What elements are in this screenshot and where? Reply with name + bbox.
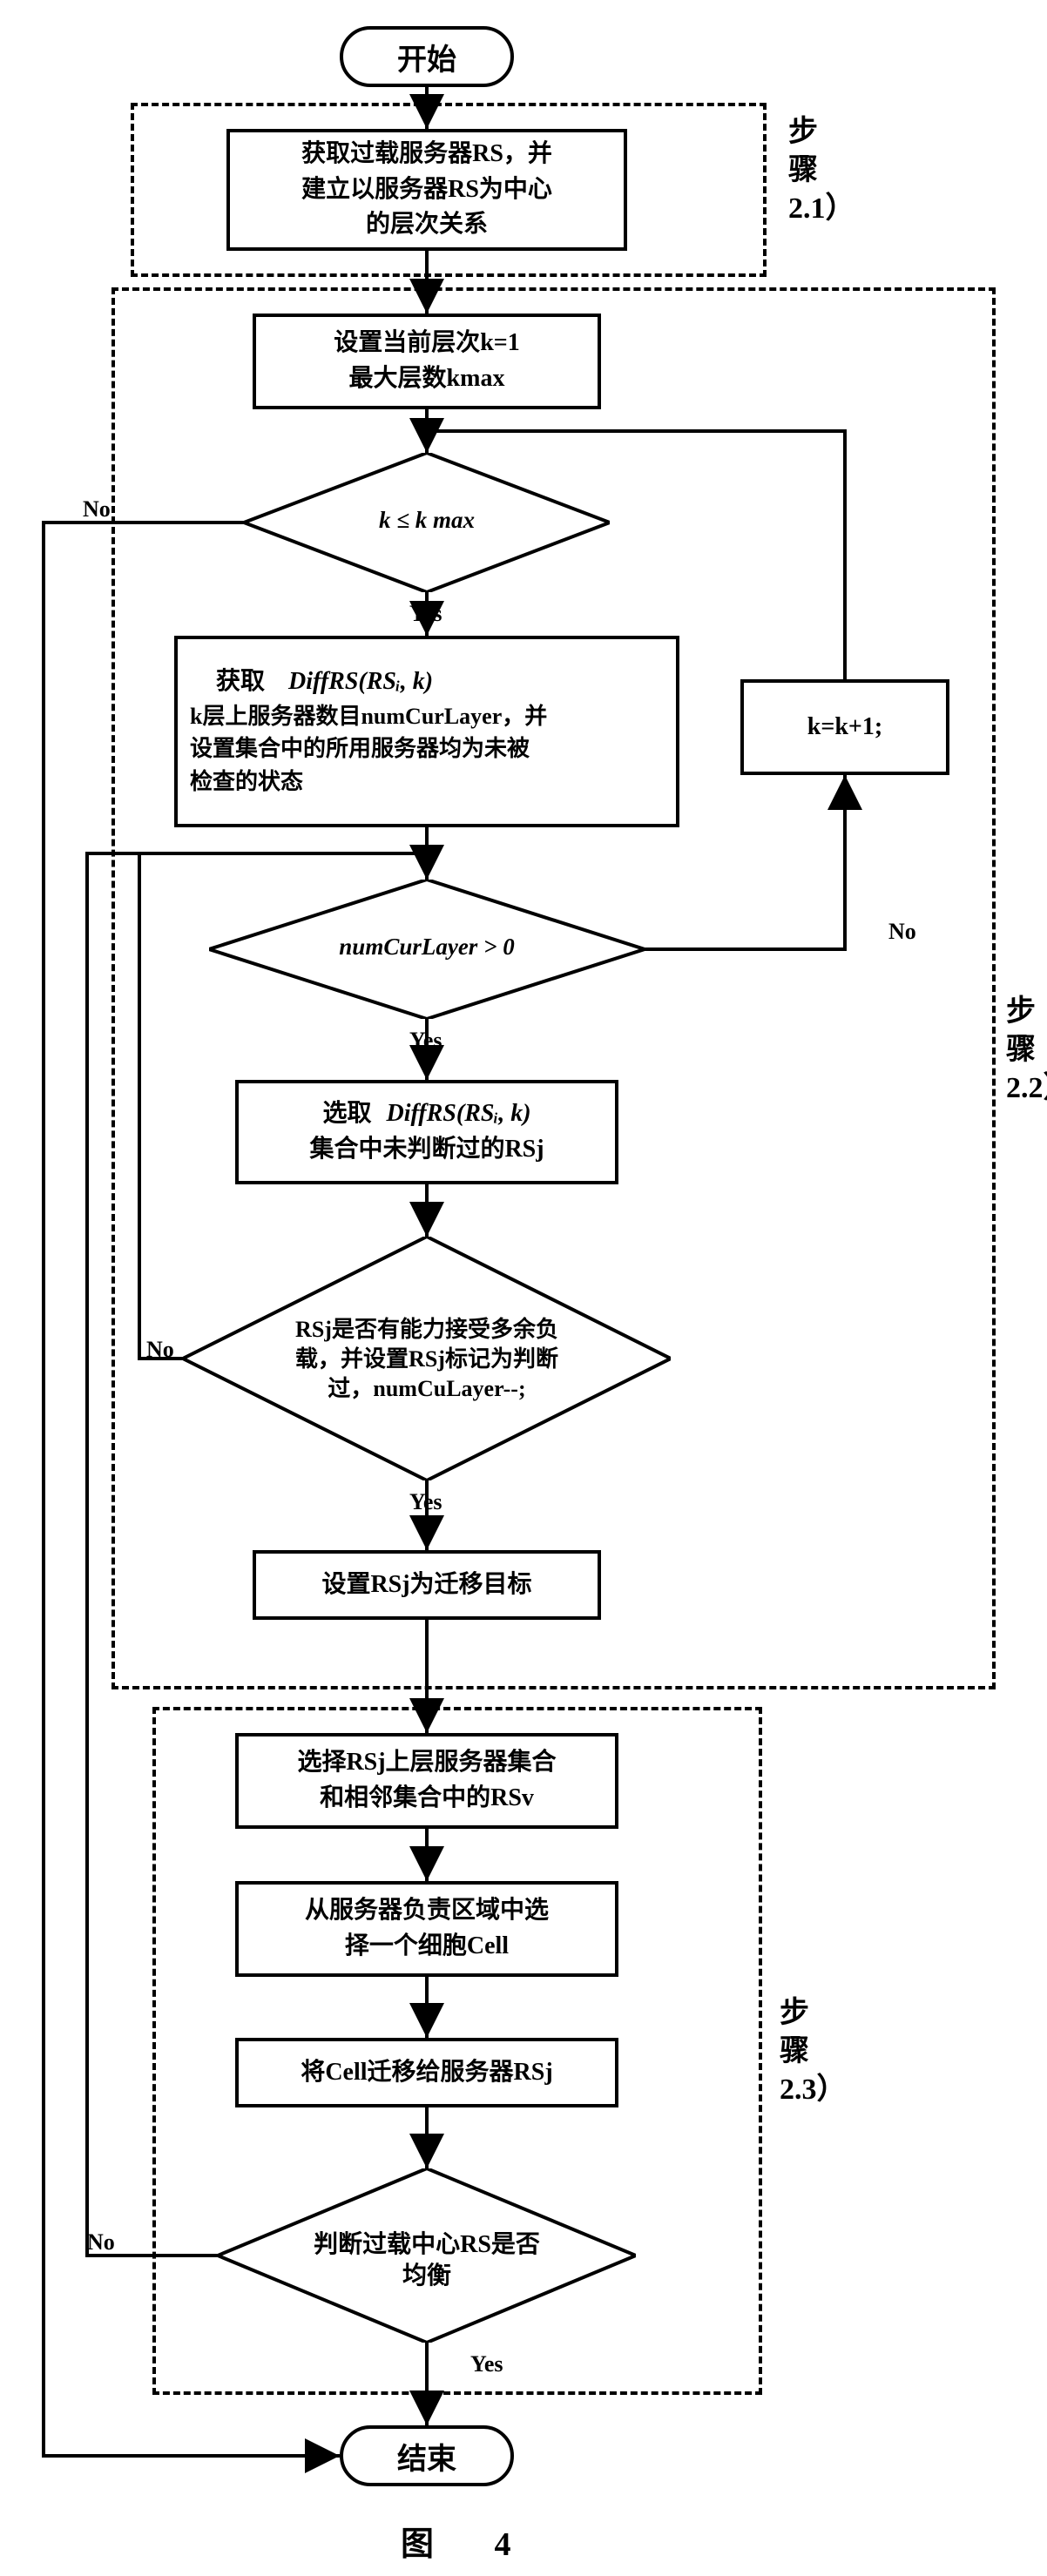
d1-yes: Yes	[409, 601, 442, 627]
start-terminal: 开始	[340, 26, 514, 87]
step-23-label: 步 骤 2.3）	[780, 1994, 847, 2110]
d4-no: No	[87, 2229, 115, 2256]
d2-text: numCurLayer > 0	[209, 932, 645, 962]
p5a: 选取	[322, 1100, 371, 1127]
process-p5: 选取 DiffRS(RSᵢ, k) 集合中未判断过的RSj	[235, 1080, 618, 1184]
p2-text: 设置当前层次k=1 最大层数kmax	[334, 326, 520, 396]
process-p2: 设置当前层次k=1 最大层数kmax	[253, 314, 601, 409]
end-terminal: 结束	[340, 2425, 514, 2486]
p3b: DiffRS(RSᵢ, k)	[288, 668, 433, 695]
process-p6: 设置RSj为迁移目标	[253, 1550, 601, 1620]
d4-yes: Yes	[470, 2351, 503, 2377]
p3c: k层上服务器数目numCurLayer，并 设置集合中的所用服务器均为未被 检查…	[190, 700, 664, 799]
process-p3: 获取 DiffRS(RSᵢ, k) k层上服务器数目numCurLayer，并 …	[174, 636, 679, 827]
p8-text: 从服务器负责区域中选 择一个细胞Cell	[305, 1893, 549, 1964]
start-label: 开始	[397, 36, 456, 78]
p5b: DiffRS(RSᵢ, k)	[386, 1100, 530, 1127]
p5c: 集合中未判断过的RSj	[309, 1132, 544, 1168]
flowchart-container: 步 骤 2.1） 步 骤 2.2） 步 骤 2.3） 开始 结束 获取过载服务器…	[0, 0, 1047, 2576]
figure-label: 图 4	[401, 2517, 537, 2565]
process-p9: 将Cell迁移给服务器RSj	[235, 2038, 618, 2107]
d3-yes: Yes	[409, 1489, 442, 1515]
end-label: 结束	[397, 2435, 456, 2478]
p1-text: 获取过载服务器RS，并 建立以服务器RS为中心 的层次关系	[301, 137, 552, 243]
decision-d3: RSj是否有能力接受多余负 载，并设置RSj标记为判断 过，numCuLayer…	[183, 1237, 671, 1480]
p9-text: 将Cell迁移给服务器RSj	[301, 2055, 552, 2091]
decision-d1: k ≤ k max	[244, 453, 610, 592]
d3-text: RSj是否有能力接受多余负 载，并设置RSj标记为判断 过，numCuLayer…	[183, 1315, 671, 1403]
p7-text: 选择RSj上层服务器集合 和相邻集合中的RSv	[297, 1745, 556, 1816]
p3a: 获取	[216, 668, 265, 695]
d1-no: No	[83, 496, 111, 523]
d2-yes: Yes	[409, 1028, 442, 1054]
d1-text: k ≤ k max	[244, 505, 610, 536]
d4-text: 判断过载中心RS是否 均衡	[218, 2229, 636, 2293]
process-p8: 从服务器负责区域中选 择一个细胞Cell	[235, 1881, 618, 1977]
decision-d4: 判断过载中心RS是否 均衡	[218, 2168, 636, 2343]
p6-text: 设置RSj为迁移目标	[321, 1568, 531, 1603]
decision-d2: numCurLayer > 0	[209, 880, 645, 1019]
d2-no: No	[888, 919, 916, 945]
process-p4: k=k+1;	[740, 679, 949, 775]
p4-text: k=k+1;	[807, 710, 882, 745]
d3-no: No	[146, 1337, 174, 1363]
step-22-label: 步 骤 2.2）	[1006, 993, 1047, 1109]
process-p7: 选择RSj上层服务器集合 和相邻集合中的RSv	[235, 1733, 618, 1829]
step-21-label: 步 骤 2.1）	[788, 113, 855, 229]
process-p1: 获取过载服务器RS，并 建立以服务器RS为中心 的层次关系	[226, 129, 627, 251]
